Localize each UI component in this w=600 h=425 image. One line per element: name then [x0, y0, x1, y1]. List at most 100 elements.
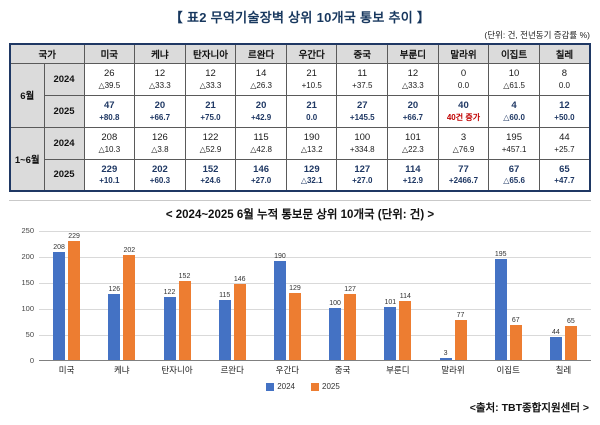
bar-group: 126 202	[94, 231, 149, 360]
change-rate: +60.3	[149, 176, 171, 186]
bar-2025: 146	[233, 276, 246, 360]
bar-value-label: 229	[68, 233, 80, 240]
notification-cell: 12 +50.0	[538, 94, 591, 128]
plot-area: 208 229 126 202 122 152 115 146 190 129 100 127 101 1…	[21, 227, 591, 364]
notification-cell: 152 +24.6	[184, 158, 237, 192]
y-axis-tick-label: 150	[21, 278, 34, 287]
bar	[233, 284, 246, 360]
x-axis-category-label: 칠레	[555, 365, 572, 375]
change-rate: △52.9	[199, 144, 222, 154]
change-rate: △3.8	[151, 144, 169, 154]
notification-count: 77	[458, 163, 469, 175]
y-axis-tick-label: 250	[21, 226, 34, 235]
notification-count: 12	[407, 67, 419, 79]
notification-count: 190	[303, 131, 320, 143]
x-axis-category-label: 케냐	[113, 365, 130, 375]
country-column-header: 칠레	[538, 43, 591, 64]
notification-count: 26	[104, 67, 115, 79]
notification-count: 208	[101, 131, 118, 143]
notification-cell: 12 △33.3	[184, 62, 237, 96]
bar-2025: 229	[68, 233, 81, 360]
x-axis-category-label: 말라위	[441, 365, 465, 375]
bar-value-label: 115	[219, 292, 231, 299]
table-title: 【 표2 무역기술장벽 상위 10개국 통보 추이 】	[169, 10, 431, 25]
notification-count: 47	[104, 99, 115, 111]
table-row: 1~6월 2024 208 △10.3 126 △3.8 122 △52.9 115 △42.8 1…	[9, 126, 591, 192]
x-axis-category-label: 미국	[58, 365, 75, 375]
bar-group: 122 152	[149, 231, 204, 360]
bar-2024: 122	[163, 289, 176, 360]
bar	[163, 297, 176, 360]
notification-cell: 47 +80.8	[83, 94, 136, 128]
notification-cell: 44 +25.7	[538, 126, 591, 160]
notification-cell: 129 △32.1	[285, 158, 338, 192]
notification-count: 14	[255, 67, 267, 79]
bar-value-label: 202	[123, 247, 136, 254]
notification-count: 21	[205, 99, 216, 111]
year-row-header: 2025	[43, 94, 85, 128]
notification-cell: 0 0.0	[437, 62, 490, 96]
period-row-header: 6월	[9, 62, 45, 128]
bar-2024: 115	[218, 292, 231, 360]
gridline	[39, 308, 591, 310]
notification-count: 65	[559, 163, 570, 175]
bar-2024: 190	[273, 253, 286, 360]
notification-count: 101	[404, 131, 421, 143]
table-row: 2025 47 +80.8 20 +66.7 21 +75.0 20 +42.9 21 0.0 27 +…	[10, 94, 591, 128]
change-rate: +66.7	[402, 112, 423, 122]
bar-value-label: 208	[53, 244, 65, 251]
change-rate: △60.0	[503, 112, 525, 122]
bar	[123, 255, 136, 360]
y-axis-tick-label: 100	[21, 304, 34, 313]
y-axis-tick-label: 0	[29, 356, 34, 365]
notification-cell: 10 △61.5	[488, 62, 540, 96]
bar-value-label: 65	[567, 318, 575, 325]
bar-2024: 195	[494, 251, 507, 360]
change-rate: +145.5	[349, 112, 375, 122]
notification-count: 20	[407, 99, 419, 111]
legend-item-2024: 2024	[266, 382, 295, 391]
bar	[564, 326, 577, 360]
notification-count: 122	[202, 131, 219, 143]
change-rate: △33.3	[402, 80, 424, 90]
bar-2024: 3	[439, 350, 452, 360]
change-rate: +334.8	[349, 144, 375, 154]
notification-cell: 12 △33.3	[387, 62, 439, 96]
notification-cell: 114 +12.9	[387, 158, 439, 192]
notification-cell: 127 +27.0	[336, 158, 389, 192]
bar-2024: 208	[53, 244, 66, 360]
bar	[549, 337, 562, 360]
x-axis-labels: 미국 케냐 탄자니아 르완다 우간다 중국 부룬디 말라위 이집트 칠레	[39, 364, 591, 376]
bar-2025: 77	[454, 312, 467, 360]
country-column-header: 르완다	[235, 43, 287, 64]
bar	[178, 281, 191, 360]
bar-group: 44 65	[536, 231, 591, 360]
change-rate: △13.2	[300, 144, 323, 154]
notification-count: 127	[354, 163, 371, 175]
year-row-header: 2024	[43, 126, 85, 160]
bar-value-label: 3	[443, 350, 448, 357]
notification-cell: 190 △13.2	[285, 126, 338, 160]
change-rate: +80.8	[99, 112, 120, 122]
notification-cell: 20 +66.7	[387, 94, 439, 128]
notification-count: 146	[253, 163, 270, 175]
change-rate: +66.7	[149, 112, 171, 122]
notification-count: 202	[151, 163, 168, 175]
notification-count: 21	[306, 99, 317, 111]
change-rate: 0.0	[457, 80, 470, 90]
bar	[399, 301, 412, 360]
notification-cell: 3 △76.9	[437, 126, 490, 160]
notification-count: 8	[561, 67, 568, 79]
change-rate: 0.0	[306, 112, 318, 122]
notification-count: 40	[458, 99, 469, 111]
gridline	[39, 230, 591, 232]
notification-cell: 8 0.0	[538, 62, 591, 96]
bar-group: 190 129	[260, 231, 315, 360]
notification-cell: 11 +37.5	[336, 62, 389, 96]
change-rate: △76.9	[452, 144, 475, 154]
country-column-header: 말라위	[437, 43, 490, 64]
bar	[218, 300, 231, 360]
notification-cell: 195 +457.1	[488, 126, 540, 160]
notification-count: 20	[154, 99, 166, 111]
